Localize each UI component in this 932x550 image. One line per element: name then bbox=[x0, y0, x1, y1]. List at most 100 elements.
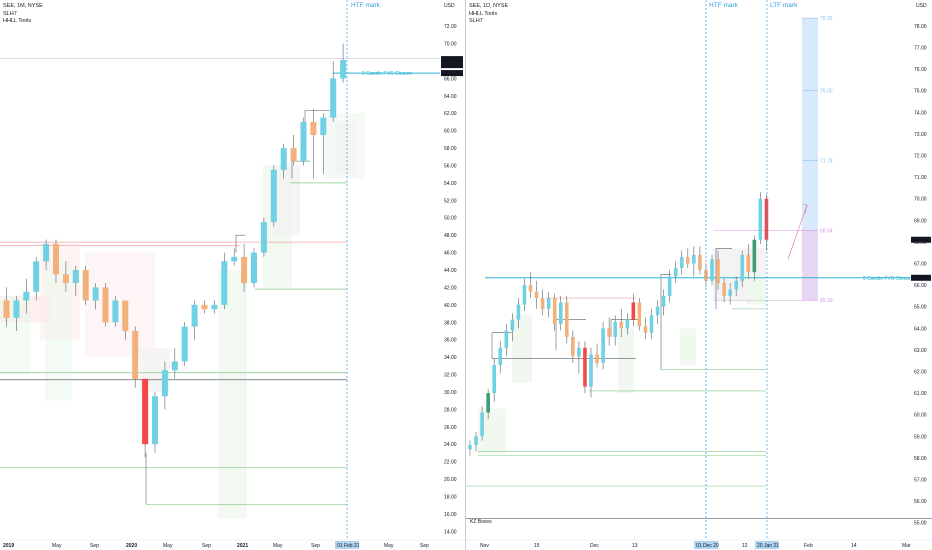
candle-body bbox=[673, 267, 678, 277]
candle-body bbox=[758, 198, 763, 240]
projection-zone-down bbox=[802, 230, 818, 301]
candle-body bbox=[251, 252, 257, 284]
chart-pane-monthly[interactable]: 2 Candle FVG Closure HTF mark USD 14.00 16.0… bbox=[0, 0, 466, 550]
structure-line bbox=[660, 274, 671, 370]
price-tag-bg bbox=[441, 56, 463, 69]
y-tick-label: 72.00 bbox=[914, 154, 927, 160]
current-date-label: 20 Jan 21 bbox=[757, 543, 779, 549]
y-tick-label: 62.00 bbox=[914, 370, 927, 376]
candle-body bbox=[161, 370, 168, 397]
y-tick-label: 55.00 bbox=[914, 521, 927, 527]
y-tick-label: 32.00 bbox=[444, 373, 457, 379]
legend-indicator-slh: SLH7 bbox=[3, 10, 17, 17]
candle-body bbox=[637, 302, 642, 327]
candle-body bbox=[716, 259, 720, 283]
chart-legend: SEE, 1D, NYSE HHLL Tools SLH7 bbox=[469, 3, 508, 26]
y-tick-label: 40.00 bbox=[444, 303, 457, 309]
candle-body bbox=[221, 261, 228, 305]
zone-box bbox=[218, 270, 247, 519]
zone-box bbox=[746, 272, 766, 305]
legend-indicator-hhll: HHLL Tools bbox=[3, 18, 32, 25]
candle-body bbox=[33, 261, 40, 292]
target-label: 78.36 bbox=[820, 16, 833, 22]
zone-box bbox=[618, 328, 634, 394]
candle-body bbox=[330, 78, 337, 118]
y-tick-label: 30.00 bbox=[444, 390, 457, 396]
candle-body bbox=[241, 256, 248, 284]
candle-body bbox=[565, 302, 569, 337]
candle-body bbox=[655, 306, 660, 316]
y-tick-label: 72.00 bbox=[444, 24, 457, 30]
candle-body bbox=[546, 298, 551, 309]
y-tick-label: 71.00 bbox=[914, 175, 927, 181]
x-tick-label: 14 bbox=[851, 543, 857, 549]
monthly-chart-svg[interactable]: 2 Candle FVG Closure HTF mark USD 14.00 16.0… bbox=[0, 0, 465, 550]
kz-boxes-label: KZ Boxes bbox=[470, 519, 492, 525]
candle-body bbox=[552, 298, 557, 324]
candle-body bbox=[728, 289, 732, 296]
y-tick-label: 58.00 bbox=[444, 146, 457, 152]
y-tick-label: 61.00 bbox=[914, 391, 927, 397]
y-tick-label: 56.00 bbox=[914, 499, 927, 505]
legend-indicator-slh: SLH7 bbox=[469, 18, 483, 25]
candle-body bbox=[522, 285, 527, 305]
x-tick-label: Mar bbox=[902, 543, 911, 549]
daily-chart-svg[interactable]: 78.36 75.00 71.78 68.54 65.30 2 Candle FVG Cl… bbox=[466, 0, 932, 550]
y-tick-label: 44.00 bbox=[444, 268, 457, 274]
fvg-label: 2 Candle FVG Closure bbox=[863, 276, 914, 282]
candle-body bbox=[571, 336, 575, 357]
fvg-tag-value: 66.34 bbox=[913, 276, 926, 282]
y-tick-label: 63.00 bbox=[914, 348, 927, 354]
y-tick-label: 22.00 bbox=[444, 460, 457, 466]
y-tick-label: 74.00 bbox=[914, 110, 927, 116]
zone-box bbox=[512, 315, 532, 383]
candle-body bbox=[102, 287, 109, 323]
candle-body bbox=[631, 302, 636, 320]
chart-pane-daily[interactable]: 78.36 75.00 71.78 68.54 65.30 2 Candle FVG Cl… bbox=[466, 0, 932, 550]
y-tick-label: 18.00 bbox=[444, 494, 457, 500]
structure-line bbox=[715, 248, 732, 309]
candle-body bbox=[270, 169, 277, 223]
chart-legend: SEE, 1M, NYSE SLH7 HHLL Tools bbox=[3, 3, 43, 26]
candle-body bbox=[13, 300, 20, 318]
candle-body bbox=[528, 285, 533, 292]
x-tick-label: Sep bbox=[202, 543, 211, 549]
y-tick-label: 38.00 bbox=[444, 320, 457, 326]
projection-zone-up bbox=[802, 18, 818, 231]
candle-body bbox=[740, 254, 745, 281]
candle-body bbox=[577, 347, 581, 357]
candle-body bbox=[692, 254, 696, 264]
x-tick-label: Sep bbox=[90, 543, 99, 549]
candle-body bbox=[191, 304, 198, 327]
fvg-tag-bg bbox=[911, 274, 931, 281]
candle-body bbox=[142, 378, 149, 445]
current-date-bg bbox=[694, 541, 718, 549]
y-tick-label: 60.00 bbox=[914, 413, 927, 419]
y-tick-label: 14.00 bbox=[444, 529, 457, 535]
y-tick-label: 62.00 bbox=[444, 111, 457, 117]
price-tag-value: 68.10 bbox=[913, 238, 926, 244]
x-tick-label: May bbox=[273, 543, 283, 549]
y-tick-label: 70.00 bbox=[444, 42, 457, 48]
candle-body bbox=[486, 393, 490, 413]
zone-box bbox=[45, 261, 72, 401]
y-tick-label: 78.00 bbox=[914, 24, 927, 30]
fvg-tag-value: 66.61 bbox=[443, 71, 456, 77]
candle-body bbox=[583, 347, 587, 387]
candle-body bbox=[43, 243, 50, 262]
zone-box bbox=[335, 121, 357, 175]
y-tick-label: 59.00 bbox=[914, 434, 927, 440]
candle-body bbox=[613, 321, 617, 337]
x-tick-label: May bbox=[163, 543, 173, 549]
y-tick-label: 68.00 bbox=[914, 240, 927, 246]
candle-body bbox=[280, 148, 287, 170]
y-tick-label: 77.00 bbox=[914, 46, 927, 52]
candle-body bbox=[698, 254, 702, 270]
candle-body bbox=[686, 257, 690, 264]
y-tick-label: 48.00 bbox=[444, 233, 457, 239]
x-tick-label: 12 bbox=[742, 543, 748, 549]
candle-body bbox=[601, 328, 605, 363]
x-tick-label: May bbox=[384, 543, 394, 549]
candle-body bbox=[710, 259, 714, 281]
candle-body bbox=[112, 300, 119, 323]
